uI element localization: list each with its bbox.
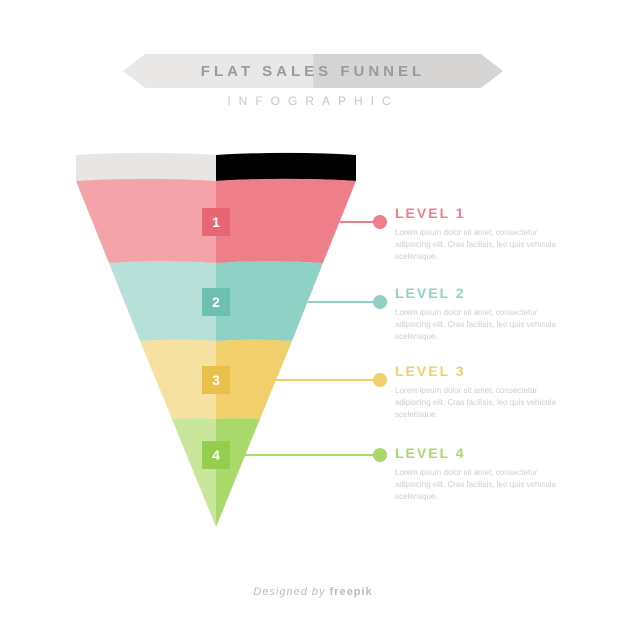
funnel-number-4: 4 [202,441,230,469]
connector-dot-4 [373,448,387,462]
connector-dot-1 [373,215,387,229]
level-title-4: LEVEL 4 [395,445,570,461]
connector-dot-2 [373,295,387,309]
level-desc-3: Lorem ipsum dolor sit amet, consectetur … [395,385,570,421]
funnel: 1 2 3 4 [76,155,356,515]
subtitle: INFOGRAPHIC [0,94,626,108]
header-banner: FLAT SALES FUNNEL [123,54,503,88]
level-block-1: LEVEL 1 Lorem ipsum dolor sit amet, conse… [395,205,570,263]
banner-title: FLAT SALES FUNNEL [123,54,503,88]
level-block-3: LEVEL 3 Lorem ipsum dolor sit amet, conse… [395,363,570,421]
level-title-3: LEVEL 3 [395,363,570,379]
funnel-number-2: 2 [202,288,230,316]
infographic-canvas: FLAT SALES FUNNEL INFOGRAPHIC 1 2 3 4 Desig… [0,0,626,626]
level-title-1: LEVEL 1 [395,205,570,221]
level-title-2: LEVEL 2 [395,285,570,301]
footer-by: Designed by [253,586,325,598]
connector-2 [308,301,381,303]
footer-brand: freepik [326,586,373,598]
funnel-number-3: 3 [202,366,230,394]
level-desc-4: Lorem ipsum dolor sit amet, consectetur … [395,467,570,503]
footer-credit: Designed by freepik [0,586,626,598]
connector-4 [245,454,380,456]
connector-3 [276,379,380,381]
level-desc-2: Lorem ipsum dolor sit amet, consectetur … [395,307,570,343]
level-block-4: LEVEL 4 Lorem ipsum dolor sit amet, conse… [395,445,570,503]
level-block-2: LEVEL 2 Lorem ipsum dolor sit amet, conse… [395,285,570,343]
connector-dot-3 [373,373,387,387]
funnel-number-1: 1 [202,208,230,236]
level-desc-1: Lorem ipsum dolor sit amet, consectetur … [395,227,570,263]
